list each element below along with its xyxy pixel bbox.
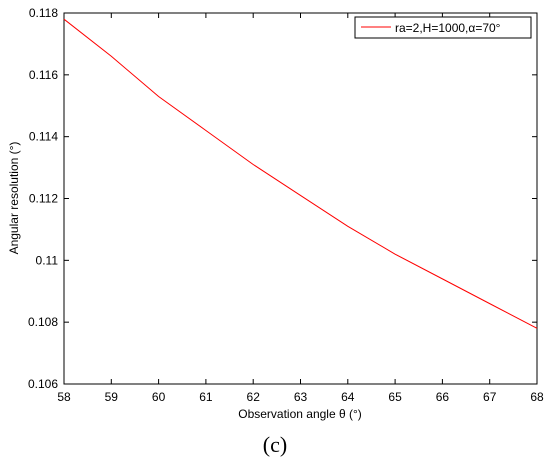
- y-tick-label: 0.108: [28, 315, 58, 329]
- y-axis-label: Angular resolution (°): [7, 142, 21, 255]
- x-tick-label: 65: [388, 390, 402, 404]
- x-tick-label: 67: [483, 390, 497, 404]
- y-tick-label: 0.112: [29, 192, 58, 206]
- x-tick-label: 59: [105, 390, 119, 404]
- series-line: [63, 18, 538, 329]
- x-tick-label: 64: [341, 390, 355, 404]
- x-axis-label: Observation angle θ (°): [238, 407, 362, 421]
- y-tick-label: 0.118: [29, 6, 58, 20]
- y-tick-label: 0.114: [29, 130, 58, 144]
- legend-box: [354, 16, 532, 39]
- x-tick-label: 58: [57, 390, 71, 404]
- x-tick-label: 62: [247, 390, 261, 404]
- x-tick-label: 68: [530, 390, 544, 404]
- y-tick-label: 0.106: [28, 377, 58, 391]
- figure-caption: (c): [263, 432, 287, 457]
- legend-series-label: ra=2,H=1000,α=70°: [395, 21, 501, 35]
- x-tick-label: 63: [294, 390, 308, 404]
- y-axis-ticks: 0.106 0.108 0.11 0.112 0.114 0.116 0.118: [28, 6, 537, 391]
- plot-area: [63, 12, 538, 385]
- x-tick-label: 61: [199, 390, 213, 404]
- y-tick-label: 0.116: [29, 68, 58, 82]
- x-tick-label: 66: [436, 390, 450, 404]
- series-layer: [63, 18, 538, 329]
- y-tick-label: 0.11: [36, 253, 59, 267]
- x-tick-label: 60: [152, 390, 166, 404]
- x-axis-ticks: 58 59 60 61 62 63 64 65 66 67 68: [57, 13, 544, 404]
- legend: ra=2,H=1000,α=70°: [354, 16, 532, 39]
